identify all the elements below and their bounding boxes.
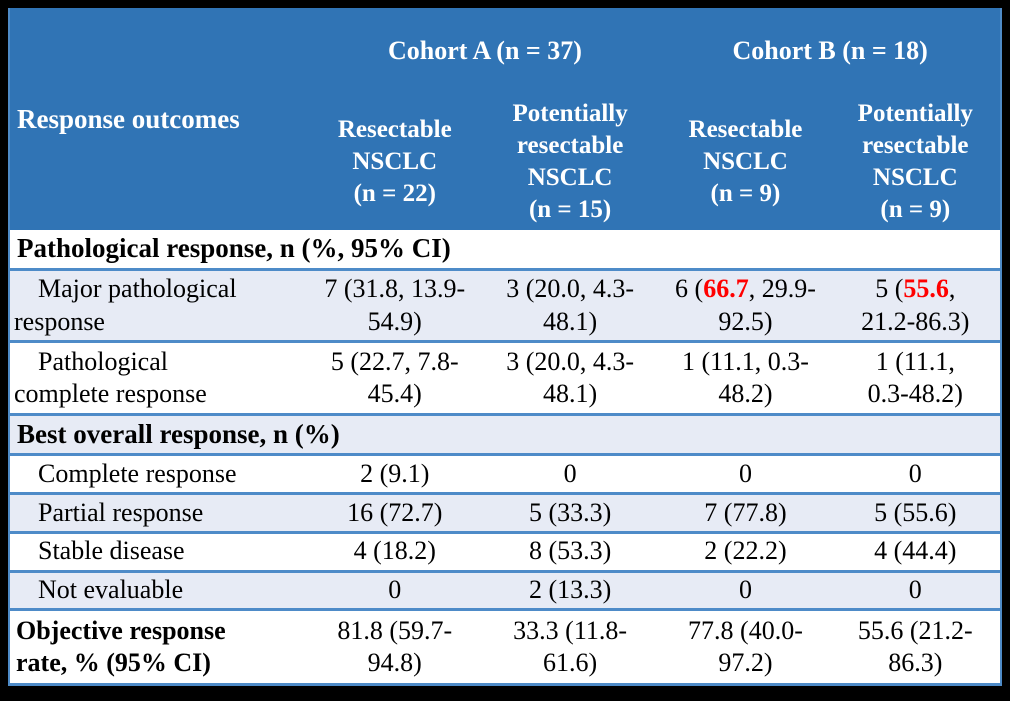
cell-value: 8 (53.3) — [528, 536, 612, 566]
cell-value: 55.6 (21.2- 86.3) — [857, 615, 973, 678]
cohort-header-row: Response outcomes Cohort A (n = 37) Coho… — [9, 8, 1001, 230]
col-potentially-resectable-b: Potentially resectable NSCLC (n = 9) — [830, 93, 1001, 230]
cell-value: 77.8 (40.0- 97.2) — [688, 615, 803, 678]
cell-value-highlighted: 6 (66.7, 29.9- 92.5) — [660, 269, 830, 342]
cohort-b-heading: Cohort B (n = 18) — [660, 8, 1001, 93]
cell-text: , 21.2-86.3) — [861, 274, 970, 336]
cell-value: 81.8 (59.7- 94.8) — [337, 615, 453, 678]
section-row-pathological-response: Pathological response, n (%, 95% CI) — [9, 230, 1001, 270]
cell-value: 1 (11.1, 0.3- 48.2) — [682, 346, 809, 409]
cell-value: 7 (77.8) — [704, 497, 787, 527]
section-row-best-overall-response: Best overall response, n (%) — [9, 414, 1001, 455]
cell-value: 33.3 (11.8- 61.6) — [513, 615, 628, 678]
cell-value: 7 (31.8, 13.9- 54.9) — [324, 274, 466, 336]
row-label: Objective response rate, % (95% CI) — [16, 615, 226, 678]
section-label: Best overall response, n (%) — [17, 418, 340, 449]
col-potentially-resectable-a: Potentially resectable NSCLC (n = 15) — [479, 93, 661, 230]
cell-value: 5 (33.3) — [528, 497, 612, 527]
cell-value: 0 — [908, 575, 922, 605]
cell-text: 5 ( — [875, 274, 904, 304]
cell-value: 0 — [738, 458, 752, 488]
row-label: Pathological complete response — [14, 346, 207, 409]
cell-value: 0 — [738, 575, 752, 605]
row-objective-response-rate: Objective response rate, % (95% CI) 81.8… — [9, 609, 1001, 685]
row-label: Stable disease — [38, 536, 185, 566]
cell-value: 1 (11.1, 0.3-48.2) — [867, 346, 963, 409]
cell-value: 5 (22.7, 7.8- 45.4) — [330, 346, 459, 409]
cohort-a-heading: Cohort A (n = 37) — [309, 8, 661, 93]
row-label: Major pathological response — [14, 274, 237, 336]
cell-value: 4 (18.2) — [353, 536, 436, 566]
cell-value: 3 (20.0, 4.3- 48.1) — [506, 274, 635, 336]
response-outcomes-table: Response outcomes Cohort A (n = 37) Coho… — [8, 8, 1002, 686]
highlighted-value: 66.7 — [703, 274, 749, 304]
cell-value: 2 (13.3) — [528, 575, 612, 605]
cell-value: 0 — [563, 458, 577, 488]
row-stable-disease: Stable disease 4 (18.2) 8 (53.3) 2 (22.2… — [9, 532, 1001, 572]
cell-value: 0 — [388, 575, 402, 605]
row-label: Complete response — [38, 458, 237, 488]
row-major-pathological-response: Major pathological response 7 (31.8, 13.… — [9, 269, 1001, 342]
cell-value: 16 (72.7) — [347, 497, 443, 527]
response-outcomes-heading: Response outcomes — [9, 8, 310, 230]
cell-value: 2 (9.1) — [360, 458, 430, 488]
row-complete-response: Complete response 2 (9.1) 0 0 0 — [9, 454, 1001, 494]
section-label: Pathological response, n (%, 95% CI) — [17, 233, 451, 264]
col-resectable-a: Resectable NSCLC (n = 22) — [309, 93, 480, 230]
cell-value: 5 (55.6) — [874, 497, 957, 527]
cell-text: 6 ( — [675, 274, 704, 304]
row-label: Partial response — [38, 497, 204, 527]
col-resectable-b: Resectable NSCLC (n = 9) — [660, 93, 831, 230]
row-pathological-complete-response: Pathological complete response 5 (22.7, … — [9, 341, 1001, 415]
row-label: Not evaluable — [38, 575, 184, 605]
cell-text: , 29.9- 92.5) — [718, 274, 816, 336]
row-not-evaluable: Not evaluable 0 2 (13.3) 0 0 — [9, 571, 1001, 610]
cell-value: 3 (20.0, 4.3- 48.1) — [506, 346, 635, 409]
cell-value-highlighted: 5 (55.6, 21.2-86.3) — [831, 269, 1001, 342]
cell-value: 2 (22.2) — [704, 536, 787, 566]
row-partial-response: Partial response 16 (72.7) 5 (33.3) 7 (7… — [9, 493, 1001, 533]
subcolumn-header-row: Resectable NSCLC (n = 22) Potentially re… — [9, 93, 1001, 230]
highlighted-value: 55.6 — [903, 274, 949, 304]
cell-value: 4 (44.4) — [874, 536, 957, 566]
cell-value: 0 — [908, 458, 922, 488]
